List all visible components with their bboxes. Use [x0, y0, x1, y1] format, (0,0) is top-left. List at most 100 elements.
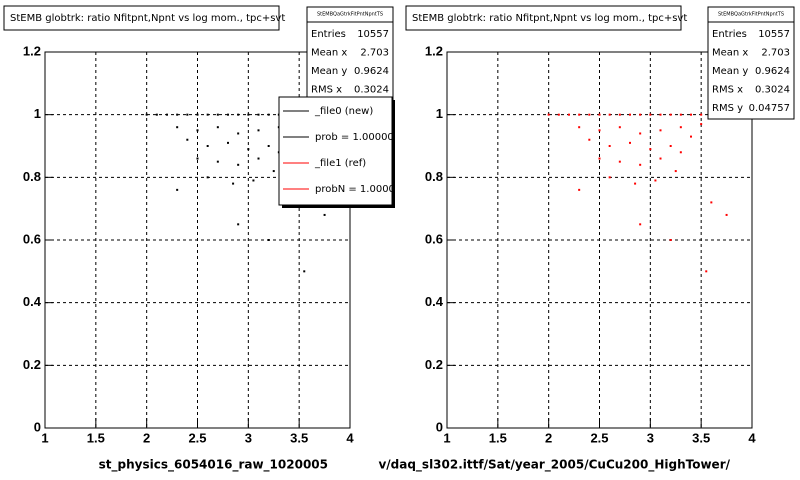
y-tick-label: 1: [34, 106, 41, 121]
point: [237, 223, 240, 226]
x-tick-label: 1.5: [87, 430, 105, 445]
point: [679, 113, 682, 116]
stats-value: 10557: [357, 29, 389, 40]
stats-box: [707, 6, 795, 120]
point: [252, 179, 255, 182]
stats-label: RMS x: [311, 85, 342, 96]
stats-label: RMS y: [712, 103, 743, 114]
point: [705, 270, 708, 273]
chart-title: StEMB globtrk: ratio Nfitpnt,Npnt vs log…: [412, 13, 687, 24]
point: [669, 145, 672, 147]
point: [196, 157, 199, 160]
legend-box: [278, 96, 393, 206]
point: [608, 113, 611, 116]
point: [247, 148, 250, 151]
point: [257, 157, 260, 160]
x-tick-label: 4: [346, 430, 354, 445]
point: [237, 113, 240, 116]
x-tick-label: 2: [545, 430, 552, 445]
x-tick-label: 4: [748, 430, 756, 445]
point: [629, 141, 631, 144]
point: [634, 182, 637, 185]
y-tick-label: 0.2: [23, 357, 41, 372]
point: [700, 113, 703, 116]
stats-label: Mean x: [712, 48, 748, 59]
stats-label: Mean y: [311, 66, 347, 77]
stats-name: StEMBQaGtrkFitPntNpntTS: [718, 12, 784, 18]
y-tick-label: 0.6: [425, 231, 443, 246]
point: [237, 132, 240, 135]
stats-name: StEMBQaGtrkFitPntNpntTS: [317, 12, 383, 18]
point: [186, 138, 189, 141]
y-tick-label: 1.2: [425, 43, 443, 58]
point: [166, 113, 168, 116]
y-tick-label: 0.2: [425, 357, 443, 372]
point: [578, 113, 581, 116]
stats-label: Entries: [311, 29, 346, 40]
point: [176, 126, 179, 129]
point: [303, 270, 306, 273]
x-tick-label: 1: [443, 430, 450, 445]
point: [725, 213, 728, 216]
legend-label: probN = 1.000000: [315, 184, 408, 195]
x-tick-label: 3.5: [290, 430, 308, 445]
point: [227, 113, 229, 116]
legend-label: prob = 1.000000: [315, 132, 400, 143]
x-tick-label: 3.5: [692, 430, 710, 445]
stats-value: 2.703: [761, 48, 790, 59]
point: [568, 113, 570, 116]
point: [608, 176, 611, 179]
point: [155, 113, 158, 116]
point: [257, 129, 260, 132]
y-tick-label: 1.2: [23, 43, 41, 58]
point: [206, 113, 209, 116]
point: [710, 201, 713, 204]
point: [674, 170, 677, 173]
title-box: [3, 5, 280, 31]
point: [247, 113, 250, 116]
point: [272, 170, 275, 173]
y-tick-label: 1: [436, 106, 443, 121]
point: [196, 113, 199, 116]
point: [659, 129, 662, 132]
point: [618, 160, 621, 163]
point: [267, 239, 270, 241]
point: [659, 113, 662, 116]
point: [598, 157, 601, 160]
stats-label: RMS x: [712, 85, 743, 96]
point: [598, 113, 601, 116]
y-tick-label: 0.4: [23, 294, 42, 309]
x-tick-label: 2.5: [590, 430, 608, 445]
point: [629, 113, 631, 116]
point: [618, 113, 621, 116]
stats-value: 2.703: [360, 48, 389, 59]
point: [649, 148, 652, 151]
point: [176, 113, 179, 116]
point: [669, 239, 672, 241]
point: [679, 126, 682, 129]
x-tick-label: 2.5: [188, 430, 206, 445]
point: [639, 113, 642, 116]
title-box: [405, 5, 682, 31]
point: [654, 179, 657, 182]
point: [649, 113, 652, 116]
y-tick-label: 0.4: [425, 294, 444, 309]
stats-label: Mean x: [311, 48, 347, 59]
point: [216, 126, 219, 129]
point: [690, 135, 692, 138]
point: [145, 113, 148, 116]
point: [608, 145, 611, 147]
point: [618, 126, 621, 129]
y-tick-label: 0.6: [23, 231, 41, 246]
stats-value: 0.9624: [755, 66, 790, 77]
point: [547, 113, 550, 116]
stats-value: 0.04757: [749, 103, 790, 114]
legend: _file0 (new) prob = 1.000000 _file1 (ref) p…: [283, 106, 408, 195]
legend-label: _file1 (ref): [314, 158, 366, 169]
stats-label: Mean y: [712, 66, 748, 77]
x-tick-label: 3: [647, 430, 654, 445]
stats-value: 0.3024: [755, 85, 790, 96]
point: [639, 223, 642, 226]
point: [227, 141, 229, 144]
